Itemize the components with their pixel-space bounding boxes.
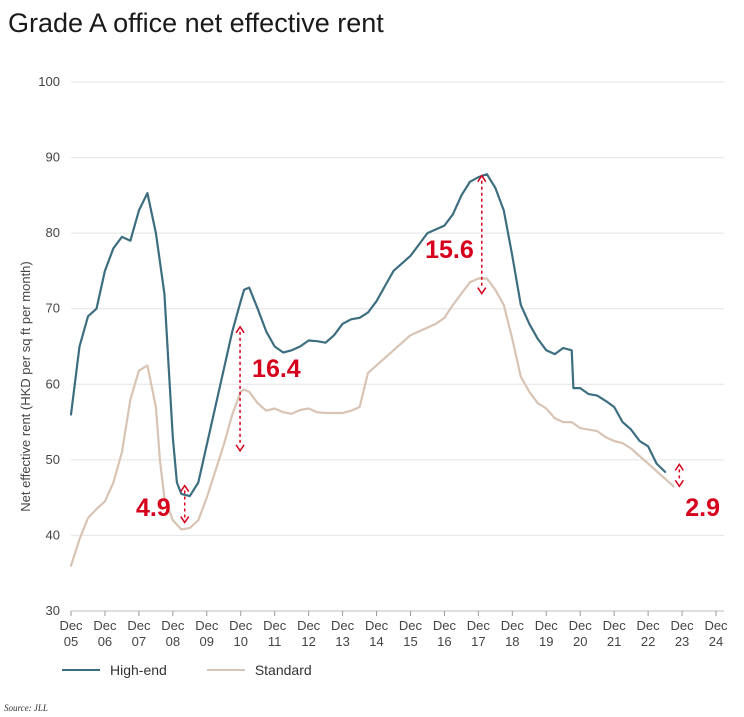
annotation-arrow-head-up (180, 484, 190, 492)
annotation-arrow-head-up (674, 463, 684, 471)
x-tick-label-month: Dec (263, 618, 287, 633)
legend: High-end Standard (62, 662, 352, 678)
x-tick-label-year: 15 (403, 634, 417, 649)
x-tick-label-year: 19 (539, 634, 553, 649)
series-line-standard (69, 277, 675, 567)
annotation-arrow-head-down (180, 516, 190, 524)
x-tick-label-year: 14 (369, 634, 383, 649)
x-tick-label-year: 06 (98, 634, 112, 649)
x-tick-label-month: Dec (297, 618, 321, 633)
legend-swatch-high-end (62, 669, 100, 671)
chart-title: Grade A office net effective rent (8, 8, 384, 38)
x-tick-label-year: 17 (471, 634, 485, 649)
x-tick-label-year: 22 (641, 634, 655, 649)
x-axis-ticks: Dec05Dec06Dec07Dec08Dec09Dec10Dec11Dec12… (59, 611, 728, 649)
y-tick-label: 100 (38, 74, 60, 89)
x-tick-label-month: Dec (93, 618, 117, 633)
x-tick-label-year: 09 (200, 634, 214, 649)
x-tick-label-month: Dec (704, 618, 728, 633)
x-tick-label-year: 08 (166, 634, 180, 649)
x-tick-label-month: Dec (229, 618, 253, 633)
x-tick-label-year: 12 (301, 634, 315, 649)
y-tick-label: 90 (46, 150, 60, 165)
x-tick-label-month: Dec (433, 618, 457, 633)
annotation-arrow-head-down (674, 479, 684, 488)
annotation-arrow-head-up (235, 325, 245, 334)
x-tick-label-year: 16 (437, 634, 451, 649)
y-axis-label: Net effective rent (HKD per sq ft per mo… (18, 261, 33, 511)
x-tick-label-year: 24 (709, 634, 723, 649)
x-tick-label-year: 18 (505, 634, 519, 649)
legend-item-standard: Standard (206, 662, 312, 678)
annotations: 4.9 16.4 15.6 2.9 (136, 174, 720, 524)
x-tick-label-year: 13 (335, 634, 349, 649)
y-tick-label: 70 (46, 301, 60, 316)
source-note: Source: JLL (4, 703, 48, 713)
gridlines (71, 81, 724, 612)
x-tick-label-month: Dec (399, 618, 423, 633)
x-tick-label-month: Dec (195, 618, 219, 633)
x-tick-label-month: Dec (365, 618, 389, 633)
x-tick-label-year: 23 (675, 634, 689, 649)
annotation-arrow-head-up (477, 174, 487, 183)
y-tick-label: 50 (46, 452, 60, 467)
legend-label-standard: Standard (254, 662, 312, 678)
x-tick-label-month: Dec (467, 618, 491, 633)
x-tick-label-month: Dec (535, 618, 559, 633)
x-tick-label-year: 20 (573, 634, 587, 649)
x-tick-label-month: Dec (127, 618, 151, 633)
legend-item-high-end: High-end (62, 662, 167, 678)
x-tick-label-year: 10 (234, 634, 248, 649)
annotation-label: 2.9 (685, 494, 720, 522)
annotation-arrow-head-down (477, 287, 487, 295)
legend-label-high-end: High-end (110, 662, 167, 678)
annotation-label: 15.6 (425, 236, 474, 264)
x-tick-label-year: 07 (132, 634, 146, 649)
series-lines (69, 173, 675, 567)
x-tick-label-year: 05 (64, 634, 78, 649)
annotation-label: 4.9 (136, 494, 171, 522)
series-line-high-end (69, 173, 667, 498)
x-tick-label-month: Dec (161, 618, 185, 633)
x-tick-label-year: 21 (607, 634, 621, 649)
x-tick-label-month: Dec (331, 618, 355, 633)
y-tick-label: 30 (46, 603, 60, 618)
x-tick-label-year: 11 (268, 634, 282, 649)
y-tick-label: 60 (46, 376, 60, 391)
x-tick-label-month: Dec (637, 618, 661, 633)
annotation-arrow-head-down (235, 444, 245, 453)
x-tick-label-month: Dec (670, 618, 694, 633)
legend-swatch-standard (206, 669, 245, 671)
x-tick-label-month: Dec (501, 618, 525, 633)
y-tick-label: 40 (46, 527, 60, 542)
x-tick-label-month: Dec (59, 618, 83, 633)
x-tick-label-month: Dec (603, 618, 627, 633)
annotation-label: 16.4 (252, 355, 301, 383)
x-tick-label-month: Dec (569, 618, 593, 633)
y-tick-label: 80 (46, 225, 60, 240)
y-axis-ticks: 30 40 50 60 70 80 90 100 (38, 74, 60, 618)
